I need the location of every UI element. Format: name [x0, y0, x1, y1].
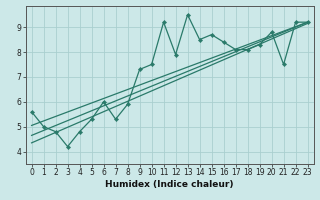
X-axis label: Humidex (Indice chaleur): Humidex (Indice chaleur)	[105, 180, 234, 189]
